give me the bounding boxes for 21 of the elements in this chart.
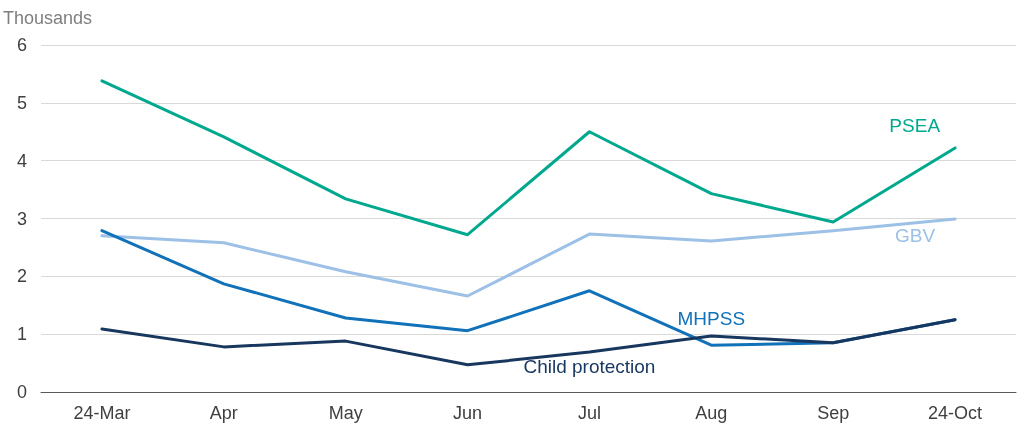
y-tick-label: 6: [17, 35, 28, 55]
x-tick-label: 24-Mar: [73, 403, 131, 423]
x-tick-label: Aug: [695, 403, 728, 423]
y-tick-label: 0: [17, 382, 28, 402]
y-tick-label: 4: [17, 150, 28, 171]
y-tick-label: 1: [17, 324, 28, 345]
x-tick-label: Jun: [453, 403, 483, 423]
series-label: GBV: [895, 225, 936, 247]
y-tick-label: 2: [17, 266, 28, 287]
y-tick-label: 3: [17, 208, 28, 229]
x-tick-label: 24-Oct: [928, 403, 983, 423]
series-label: Child protection: [523, 356, 656, 378]
line-series: [100, 217, 957, 298]
y-axis-title: Thousands: [3, 8, 93, 28]
x-tick-label: Sep: [817, 403, 850, 423]
series-label: PSEA: [889, 115, 941, 137]
x-tick-label: May: [328, 403, 363, 423]
y-tick-label: 5: [17, 92, 28, 113]
x-tick-label: Jul: [577, 403, 601, 423]
series-label: MHPSS: [677, 308, 746, 330]
x-tick-label: Apr: [209, 403, 238, 423]
